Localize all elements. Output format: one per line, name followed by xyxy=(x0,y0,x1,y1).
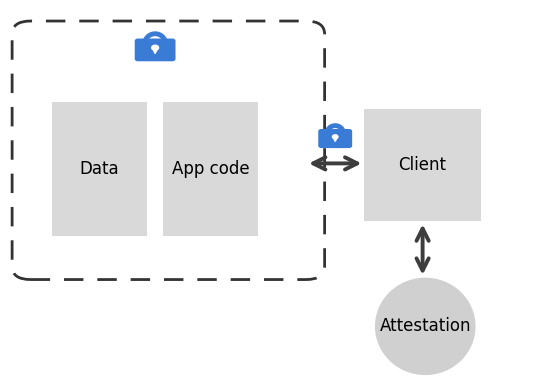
Circle shape xyxy=(152,45,159,50)
Circle shape xyxy=(332,135,338,139)
Ellipse shape xyxy=(375,278,476,375)
Text: Attestation: Attestation xyxy=(379,318,471,336)
Polygon shape xyxy=(153,49,157,54)
Bar xyxy=(52,101,147,236)
Bar xyxy=(364,109,481,221)
FancyBboxPatch shape xyxy=(318,129,352,148)
Bar xyxy=(163,101,258,236)
Text: App code: App code xyxy=(172,160,250,178)
Text: Client: Client xyxy=(399,156,447,174)
Polygon shape xyxy=(334,137,337,141)
Text: Data: Data xyxy=(80,160,119,178)
FancyBboxPatch shape xyxy=(134,39,175,61)
